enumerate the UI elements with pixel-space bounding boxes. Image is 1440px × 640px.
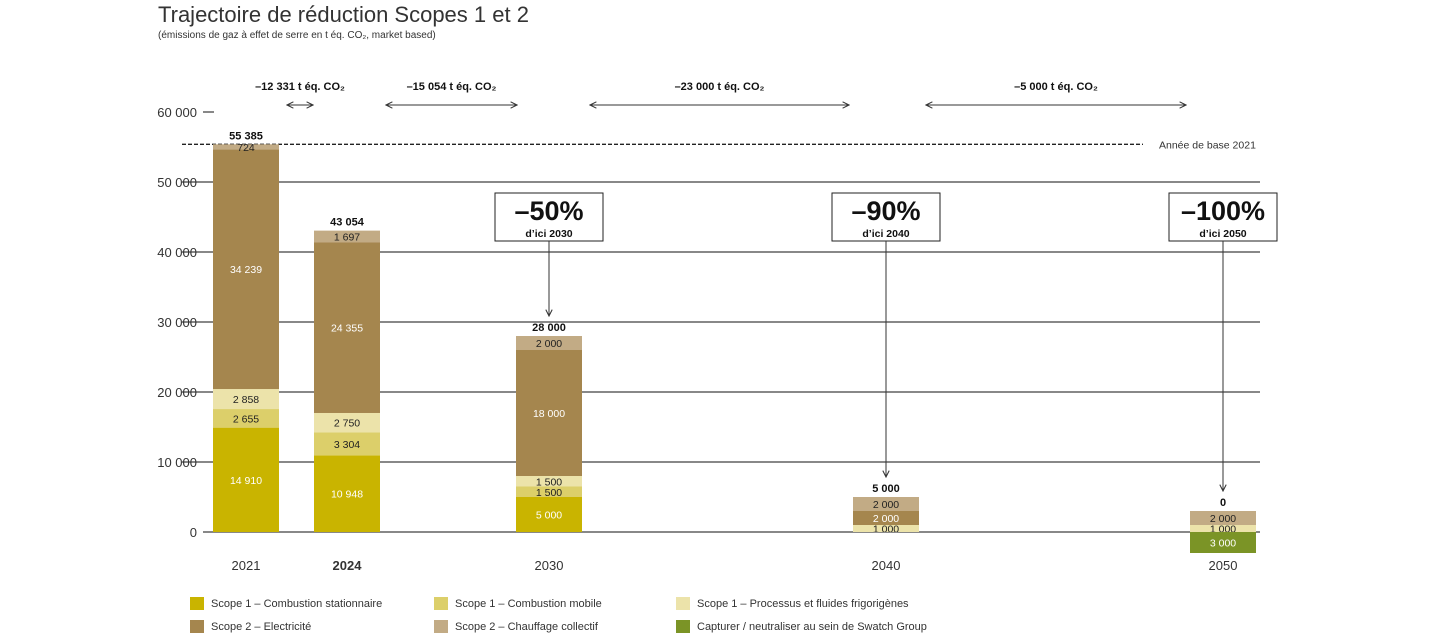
data-label: 2 000 bbox=[873, 513, 899, 525]
legend-label: Capturer / neutraliser au sein de Swatch… bbox=[697, 620, 927, 633]
bar-segment bbox=[213, 427, 279, 532]
bar-segment bbox=[213, 389, 279, 410]
x-tick-label: 2030 bbox=[535, 558, 564, 573]
data-label: 1 500 bbox=[536, 487, 562, 499]
x-tick-label: 2021 bbox=[232, 558, 261, 573]
bar-segment bbox=[213, 144, 279, 150]
target-box bbox=[831, 192, 941, 242]
legend: Scope 1 – Combustion stationnaire Scope … bbox=[190, 597, 1090, 637]
data-label: 1 697 bbox=[334, 232, 360, 244]
data-label: 18 000 bbox=[533, 408, 565, 420]
bar-segment bbox=[314, 412, 380, 433]
bar-segment bbox=[516, 476, 582, 487]
bar-segment bbox=[213, 149, 279, 390]
target-caption: d’ici 2030 bbox=[525, 228, 572, 240]
data-label: 10 948 bbox=[331, 489, 363, 501]
bar-segment bbox=[516, 336, 582, 350]
bar-segment bbox=[314, 432, 380, 456]
legend-item: Scope 1 – Combustion stationnaire bbox=[190, 597, 382, 610]
y-tick-label: 20 000 bbox=[157, 385, 197, 400]
baseline-label: Année de base 2021 bbox=[1159, 139, 1256, 151]
y-tick-label: 60 000 bbox=[157, 105, 197, 120]
data-label: 3 000 bbox=[1210, 538, 1236, 550]
data-label: 2 750 bbox=[334, 418, 360, 430]
reduction-label: –15 054 t éq. CO₂ bbox=[407, 81, 497, 93]
x-tick-label: 2024 bbox=[333, 558, 363, 573]
bar-segment bbox=[853, 497, 919, 511]
data-label: 5 000 bbox=[536, 510, 562, 522]
chart-title: Trajectoire de réduction Scopes 1 et 2 bbox=[158, 2, 529, 27]
data-label: 24 355 bbox=[331, 323, 363, 335]
total-label: 5 000 bbox=[872, 483, 900, 495]
data-label: 34 239 bbox=[230, 264, 262, 276]
total-label: 43 054 bbox=[330, 217, 365, 229]
bar-segment bbox=[516, 486, 582, 497]
y-tick-label: 40 000 bbox=[157, 245, 197, 260]
data-label: 2 858 bbox=[233, 394, 259, 406]
legend-item: Scope 1 – Combustion mobile bbox=[434, 597, 602, 610]
x-tick-label: 2050 bbox=[1209, 558, 1238, 573]
y-tick-label: 50 000 bbox=[157, 175, 197, 190]
legend-swatch bbox=[676, 620, 690, 633]
bar-segment bbox=[853, 525, 919, 532]
target-box bbox=[1168, 192, 1278, 242]
y-tick-label: 30 000 bbox=[157, 315, 197, 330]
target-percent: –100% bbox=[1181, 196, 1265, 226]
reduction-label: –12 331 t éq. CO₂ bbox=[255, 81, 345, 93]
target-caption: d’ici 2050 bbox=[1199, 228, 1246, 240]
legend-swatch bbox=[190, 597, 204, 610]
reduction-label: –5 000 t éq. CO₂ bbox=[1014, 81, 1098, 93]
legend-item: Scope 2 – Electricité bbox=[190, 620, 311, 633]
total-label: 28 000 bbox=[532, 322, 566, 334]
bar-segment bbox=[516, 497, 582, 532]
y-tick-label: 0 bbox=[190, 525, 197, 540]
bar-segment bbox=[853, 511, 919, 525]
bar-segment bbox=[314, 455, 380, 532]
bar-segment bbox=[1190, 511, 1256, 525]
legend-label: Scope 1 – Combustion stationnaire bbox=[211, 597, 383, 610]
bar-segment bbox=[516, 350, 582, 476]
legend-swatch bbox=[676, 597, 690, 610]
legend-swatch bbox=[434, 597, 448, 610]
reduction-label: –23 000 t éq. CO₂ bbox=[675, 81, 765, 93]
chart-subtitle: (émissions de gaz à effet de serre en t … bbox=[158, 30, 436, 41]
data-label: 2 000 bbox=[873, 499, 899, 511]
total-label: 55 385 bbox=[229, 130, 263, 142]
data-label: 3 304 bbox=[334, 439, 360, 451]
legend-label: Scope 1 – Processus et fluides frigorigè… bbox=[697, 597, 909, 610]
bar-segment bbox=[314, 230, 380, 243]
legend-item: Scope 1 – Processus et fluides frigorigè… bbox=[676, 597, 909, 610]
data-label: 2 000 bbox=[1210, 513, 1236, 525]
target-caption: d’ici 2040 bbox=[862, 228, 909, 240]
target-box bbox=[494, 192, 604, 242]
legend-label: Scope 2 – Chauffage collectif bbox=[455, 620, 598, 633]
bar-segment bbox=[213, 409, 279, 428]
bar-segment bbox=[314, 242, 380, 413]
data-label: 14 910 bbox=[230, 475, 262, 487]
bar-segment bbox=[1190, 532, 1256, 553]
bar-segment bbox=[1190, 525, 1256, 532]
y-tick-label: 10 000 bbox=[157, 455, 197, 470]
legend-label: Scope 1 – Combustion mobile bbox=[455, 597, 602, 610]
target-percent: –50% bbox=[514, 196, 583, 226]
data-label: 1 000 bbox=[873, 524, 899, 536]
data-label: 724 bbox=[237, 142, 255, 154]
total-label: 0 bbox=[1220, 497, 1226, 509]
target-percent: –90% bbox=[851, 196, 920, 226]
stacked-bar-chart: 0 10 000 20 000 30 000 40 000 50 000 60 000 Ann… bbox=[157, 81, 1278, 573]
legend-swatch bbox=[434, 620, 448, 633]
legend-swatch bbox=[190, 620, 204, 633]
legend-label: Scope 2 – Electricité bbox=[211, 620, 312, 633]
data-label: 2 655 bbox=[233, 413, 259, 425]
legend-item: Capturer / neutraliser au sein de Swatch… bbox=[676, 620, 927, 633]
data-label: 2 000 bbox=[536, 338, 562, 350]
data-label: 1 500 bbox=[536, 476, 562, 488]
legend-item: Scope 2 – Chauffage collectif bbox=[434, 620, 598, 633]
x-tick-label: 2040 bbox=[872, 558, 901, 573]
